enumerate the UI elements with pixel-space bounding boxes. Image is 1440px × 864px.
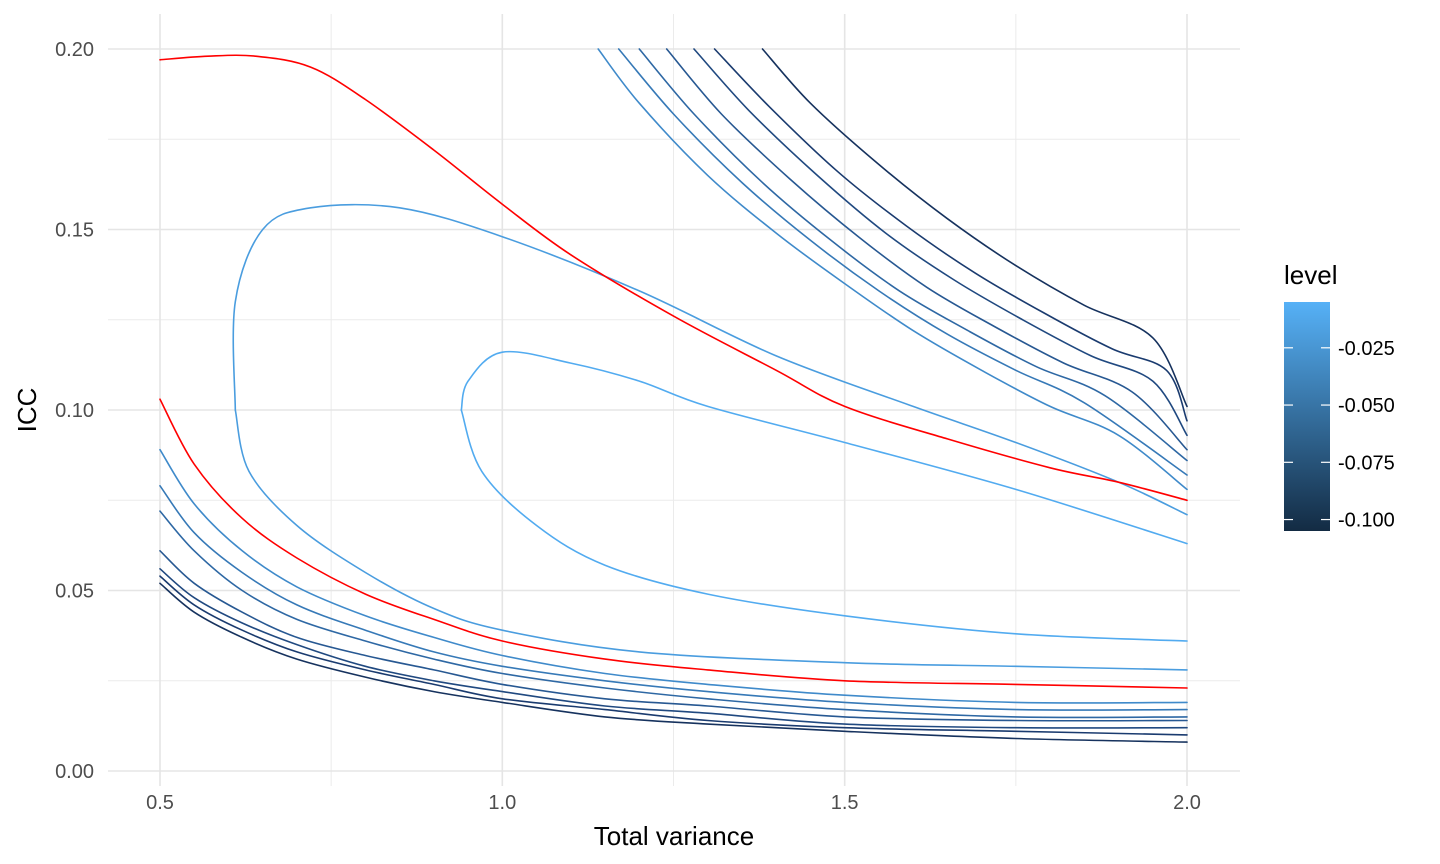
- x-tick-label: 1.5: [831, 792, 859, 814]
- contour-line: [159, 575, 1188, 736]
- legend-tick-label: -0.025: [1338, 338, 1395, 360]
- y-tick-label: 0.15: [55, 220, 94, 242]
- contour-line: [460, 409, 1188, 642]
- y-axis-title: ICC: [12, 388, 42, 433]
- contour-line: [159, 448, 1188, 704]
- contour-line: [665, 48, 1188, 451]
- x-axis-title: Total variance: [594, 821, 754, 851]
- x-axis-ticks: 0.5 1.0 1.5 2.0: [146, 792, 1201, 814]
- legend: level -0.025 -0.050 -0.075 -0.100: [1284, 260, 1395, 532]
- contour-line: [159, 568, 1188, 729]
- contour-line: [693, 48, 1188, 437]
- contour-line: [234, 409, 1188, 671]
- contour-line: [159, 582, 1188, 743]
- plot-grid: [108, 14, 1240, 786]
- contour-line: [159, 510, 1188, 719]
- y-tick-label: 0.10: [55, 400, 94, 422]
- contour-line: [713, 48, 1188, 422]
- y-tick-label: 0.00: [55, 761, 94, 783]
- contour-line: [460, 350, 1188, 545]
- legend-ticks: -0.025 -0.050 -0.075 -0.100: [1284, 338, 1395, 532]
- y-axis-ticks: 0.00 0.05 0.10 0.15 0.20: [55, 39, 94, 783]
- contour-line: [638, 48, 1188, 462]
- contour-line: [232, 203, 1188, 516]
- contour-line: [159, 485, 1188, 711]
- y-tick-label: 0.20: [55, 39, 94, 61]
- x-tick-label: 2.0: [1173, 792, 1201, 814]
- x-tick-label: 1.0: [488, 792, 516, 814]
- legend-tick-label: -0.075: [1338, 452, 1395, 474]
- contour-line: [617, 48, 1188, 476]
- contour-line: [159, 550, 1188, 722]
- contour-lines: [159, 48, 1188, 743]
- contour-line-highlight: [159, 398, 1188, 689]
- contour-line-highlight: [159, 54, 1188, 502]
- x-tick-label: 0.5: [146, 792, 174, 814]
- legend-tick-label: -0.100: [1338, 510, 1395, 532]
- legend-title: level: [1284, 260, 1337, 290]
- contour-line: [761, 48, 1188, 408]
- legend-colorbar: [1284, 302, 1330, 531]
- contour-line: [597, 48, 1188, 491]
- legend-tick-label: -0.050: [1338, 395, 1395, 417]
- y-tick-label: 0.05: [55, 581, 94, 603]
